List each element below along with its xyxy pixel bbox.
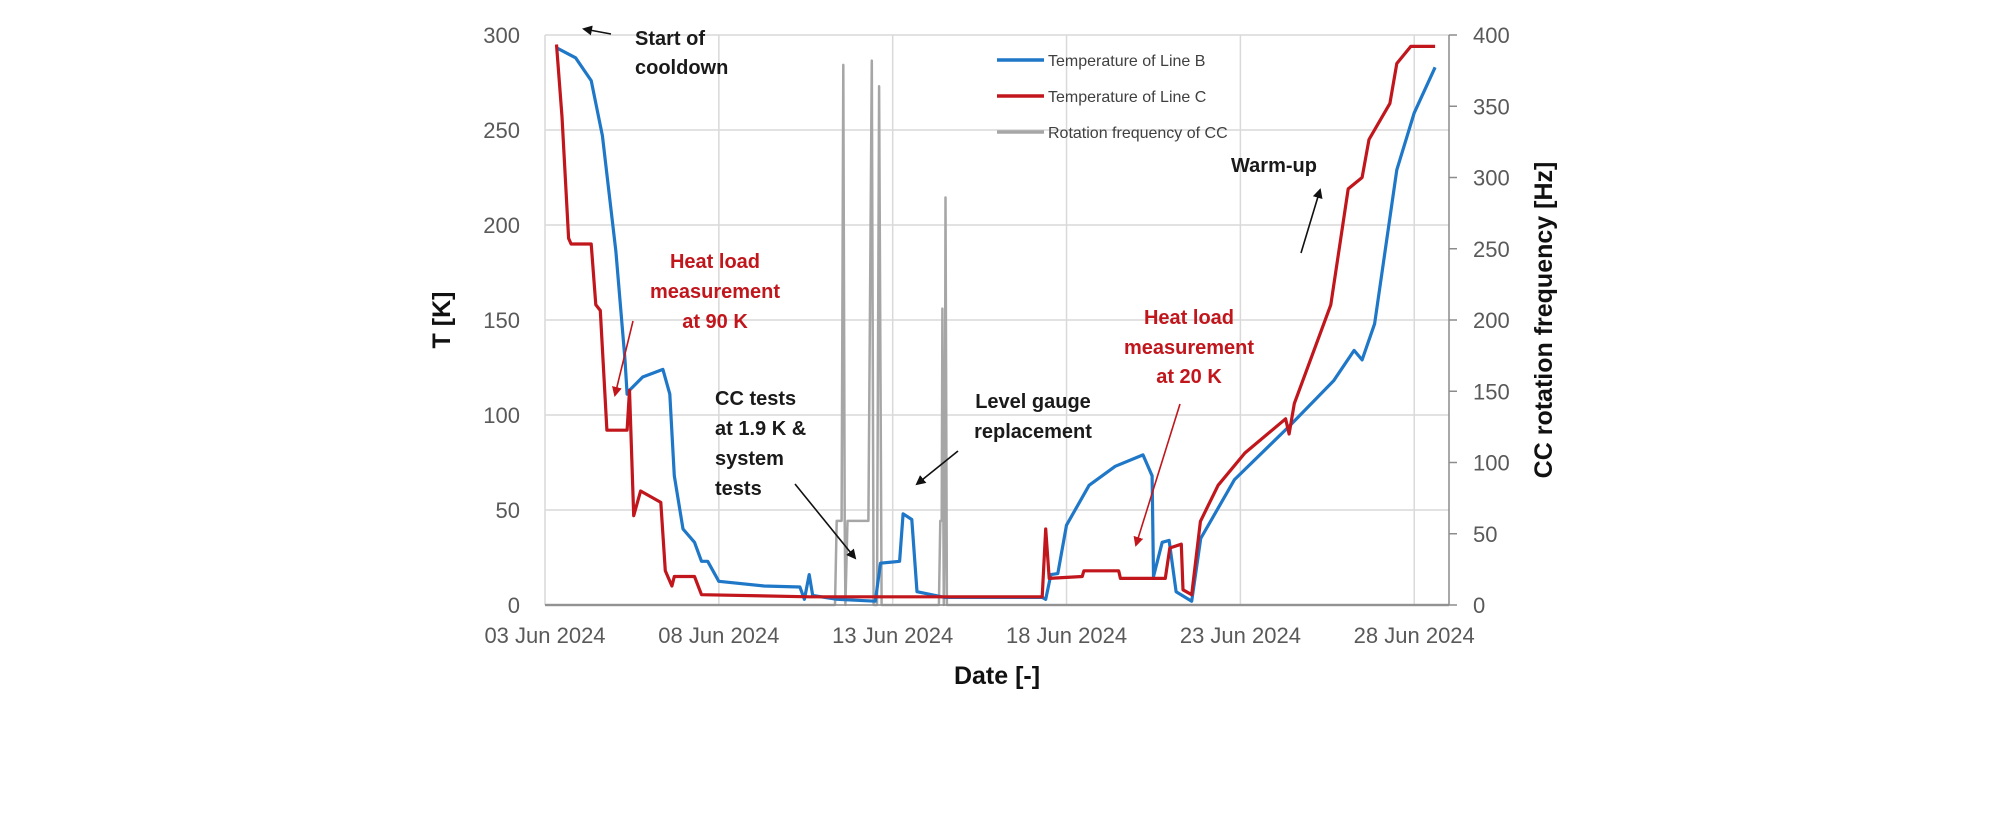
annotation-line: tests	[715, 478, 762, 500]
x-tick-label: 18 Jun 2024	[1006, 623, 1127, 648]
y2-tick-label: 400	[1473, 23, 1510, 48]
x-tick-label: 13 Jun 2024	[832, 623, 953, 648]
y2-tick-label: 100	[1473, 451, 1510, 476]
annotation-line: system	[715, 448, 784, 470]
annotation-line: measurement	[650, 281, 780, 303]
annotation-heat-load-90k: Heat load measurement at 90 K	[612, 251, 780, 397]
annotation-line: CC tests	[715, 388, 796, 410]
y2-tick-label: 0	[1473, 593, 1485, 618]
arrow-icon	[794, 483, 857, 560]
annotation-cc-tests: CC tests at 1.9 K & system tests	[715, 388, 857, 560]
y-tick-label: 150	[483, 308, 520, 333]
annotation-start-of-cooldown: Start of cooldown	[582, 25, 728, 79]
x-tick-label: 03 Jun 2024	[484, 623, 605, 648]
y2-tick-label: 250	[1473, 237, 1510, 262]
y2-tick-label: 350	[1473, 94, 1510, 119]
annotation-line: at 20 K	[1156, 366, 1222, 388]
axes: 0 50 100 150 200 250 300 03 Jun 2024 08 Jun 2024…	[483, 23, 1509, 648]
y-tick-label: 300	[483, 23, 520, 48]
annotation-line: Warm-up	[1231, 155, 1317, 177]
series-lines	[545, 44, 1449, 607]
y-tick-label: 250	[483, 118, 520, 143]
annotation-level-gauge: Level gauge replacement	[915, 391, 1092, 486]
annotation-line: Heat load	[1144, 307, 1234, 329]
annotation-line: at 90 K	[682, 311, 748, 333]
arrow-icon	[915, 450, 959, 486]
y2-axis-title: CC rotation frequency [Hz]	[1530, 162, 1558, 479]
y2-tick-label: 200	[1473, 308, 1510, 333]
y2-tick-label: 50	[1473, 522, 1497, 547]
legend-label-line-c: Temperature of Line C	[1048, 89, 1206, 106]
annotation-line: measurement	[1124, 337, 1254, 359]
annotation-line: Heat load	[670, 251, 760, 273]
legend: Temperature of Line B Temperature of Lin…	[997, 53, 1228, 142]
y-tick-label: 100	[483, 403, 520, 428]
series-line-temperature-of-line-b	[556, 46, 1437, 603]
annotation-line: cooldown	[635, 57, 728, 79]
y-tick-label: 50	[496, 498, 520, 523]
annotation-heat-load-20k: Heat load measurement at 20 K	[1124, 307, 1254, 547]
y-tick-label: 0	[508, 593, 520, 618]
x-axis-title: Date [-]	[954, 662, 1040, 690]
x-tick-label: 28 Jun 2024	[1354, 623, 1475, 648]
legend-label-rotation: Rotation frequency of CC	[1048, 125, 1228, 142]
y2-tick-label: 150	[1473, 379, 1510, 404]
annotation-warm-up: Warm-up	[1231, 155, 1323, 254]
annotation-line: at 1.9 K &	[715, 418, 806, 440]
arrow-icon	[1300, 188, 1323, 254]
x-tick-label: 23 Jun 2024	[1180, 623, 1301, 648]
arrow-icon	[582, 25, 612, 36]
y-tick-label: 200	[483, 213, 520, 238]
x-tick-label: 08 Jun 2024	[658, 623, 779, 648]
annotation-line: replacement	[974, 421, 1092, 443]
annotation-line: Start of	[635, 28, 705, 50]
legend-label-line-b: Temperature of Line B	[1048, 53, 1205, 70]
gridlines	[544, 34, 1449, 606]
arrow-icon	[1133, 403, 1181, 547]
annotation-line: Level gauge	[975, 391, 1091, 413]
y-axis-title: T [K]	[428, 292, 456, 349]
y2-tick-label: 300	[1473, 166, 1510, 191]
series-line-temperature-of-line-c	[554, 44, 1436, 599]
arrow-icon	[612, 320, 634, 397]
